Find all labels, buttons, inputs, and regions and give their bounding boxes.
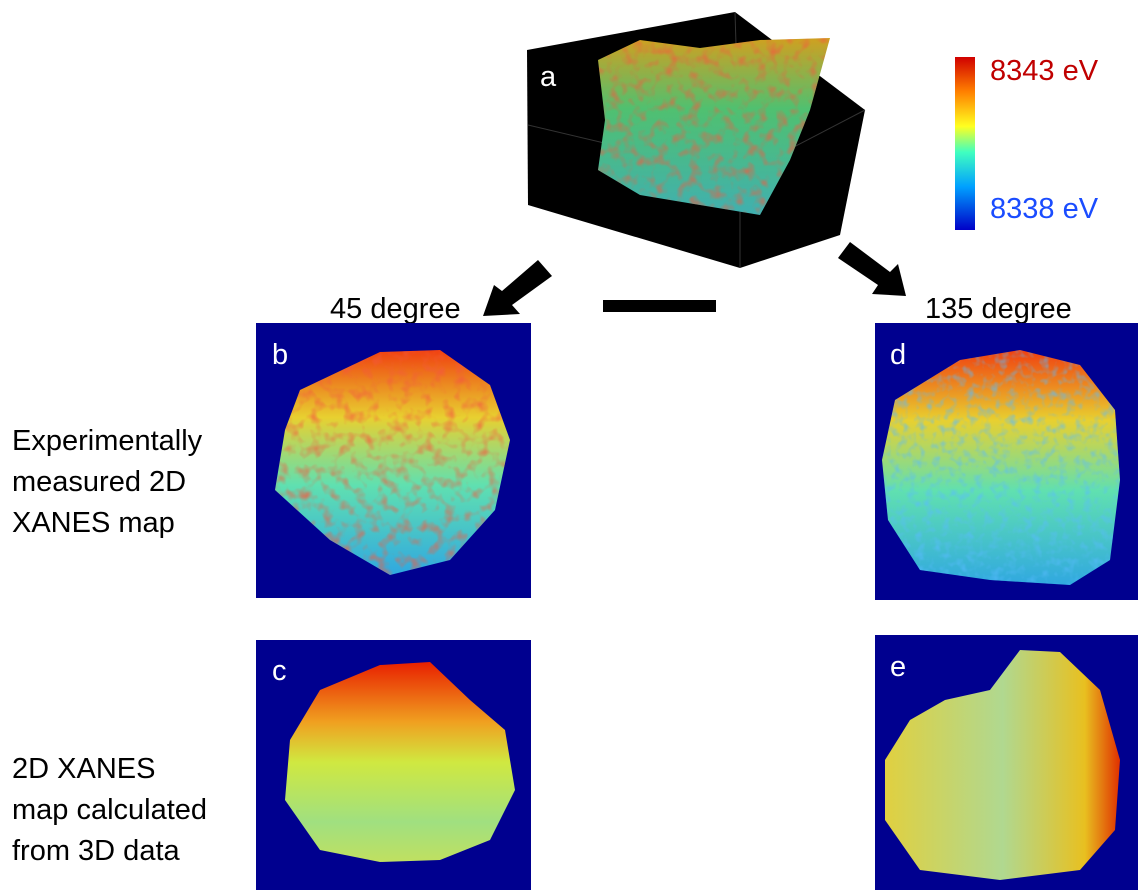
- colorbar: [955, 57, 975, 230]
- scale-bar: [603, 300, 716, 312]
- colorbar-min: 8338 eV: [990, 193, 1099, 225]
- colorbar-max: 8343 eV: [990, 55, 1099, 87]
- panel-a: a: [527, 11, 866, 268]
- panel-label: c: [272, 655, 287, 687]
- panel-label: b: [272, 339, 288, 371]
- panel-c: c: [256, 640, 531, 890]
- angle-label: 135 degree: [925, 293, 1072, 325]
- angle-label: 45 degree: [330, 293, 461, 325]
- row-label-line: map calculated: [12, 794, 207, 826]
- row-label-line: XANES map: [12, 507, 175, 539]
- row-label-line: from 3D data: [12, 835, 180, 867]
- panel-label: e: [890, 651, 906, 683]
- panel-label: a: [540, 61, 557, 93]
- panel-label: d: [890, 339, 906, 371]
- panel-e: e: [875, 635, 1138, 890]
- row-label-line: measured 2D: [12, 466, 186, 498]
- arrows: [483, 242, 906, 316]
- row-label-line: Experimentally: [12, 425, 203, 457]
- row-label: Experimentally measured 2D XANES map 2D …: [12, 425, 207, 867]
- row-label-line: 2D XANES: [12, 753, 155, 785]
- panel-b: b: [256, 323, 531, 598]
- panel-d: d: [875, 323, 1138, 600]
